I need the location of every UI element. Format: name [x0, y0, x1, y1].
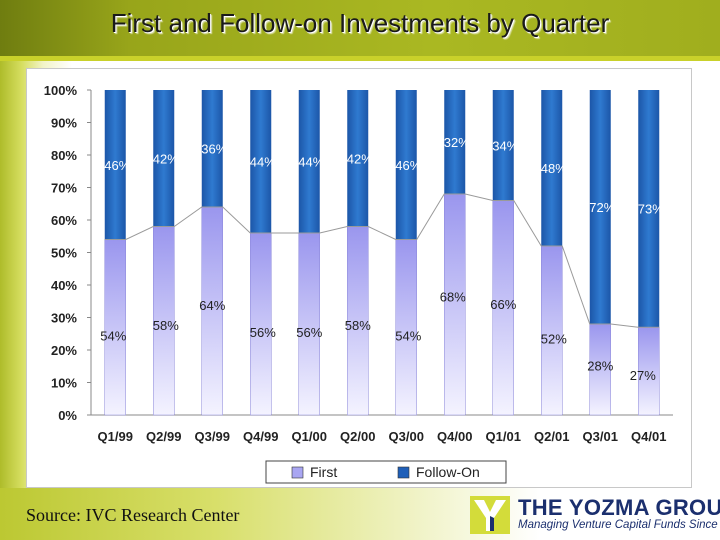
x-tick-label: Q3/99 [195, 429, 230, 444]
bar-follow-on [104, 90, 126, 240]
x-tick-label: Q3/00 [389, 429, 424, 444]
data-label-follow-on: 72% [589, 200, 615, 215]
legend-label-follow-on: Follow-On [416, 464, 480, 480]
x-tick-label: Q2/01 [534, 429, 569, 444]
data-label-first: 54% [395, 328, 421, 343]
data-label-first: 56% [296, 325, 322, 340]
y-tick-label: 40% [51, 278, 77, 293]
bar-follow-on [444, 90, 466, 194]
title-bar [0, 0, 720, 58]
bar-first [444, 193, 466, 416]
bar-first [395, 239, 417, 416]
bar-follow-on [541, 90, 563, 246]
y-tick-label: 70% [51, 181, 77, 196]
bar-first [541, 245, 563, 416]
x-tick-label: Q4/99 [243, 429, 278, 444]
x-tick-label: Q1/01 [486, 429, 521, 444]
bar-follow-on [492, 90, 514, 201]
data-label-follow-on: 73% [638, 202, 664, 217]
bar-follow-on [298, 90, 320, 233]
bar-follow-on [638, 90, 660, 328]
title-divider [0, 56, 720, 61]
y-tick-label: 50% [51, 246, 77, 261]
data-label-follow-on: 34% [492, 138, 518, 153]
x-tick-label: Q1/99 [98, 429, 133, 444]
y-tick-label: 0% [58, 408, 77, 423]
data-label-first: 52% [541, 332, 567, 347]
bar-first [298, 232, 320, 416]
data-label-follow-on: 46% [395, 158, 421, 173]
y-tick-label: 100% [44, 83, 78, 98]
legend-box [265, 460, 507, 484]
bar-follow-on [347, 90, 369, 227]
data-label-follow-on: 42% [153, 151, 179, 166]
data-label-first: 56% [250, 325, 276, 340]
bar-follow-on [395, 90, 417, 240]
chart-frame: 0% 10% 20% 30% 40% 50% 60% 70% 80% 90% 100% Q1/99 Q2… [26, 68, 692, 488]
data-label-follow-on: 42% [347, 151, 373, 166]
data-label-follow-on: 44% [250, 155, 276, 170]
data-label-follow-on: 32% [444, 135, 470, 150]
data-label-first: 28% [587, 359, 613, 374]
data-label-first: 58% [153, 318, 179, 333]
bar-follow-on [250, 90, 272, 233]
x-tick-label: Q4/00 [437, 429, 472, 444]
data-label-follow-on: 36% [201, 142, 227, 157]
source-note: Source: IVC Research Center [26, 505, 240, 525]
page-title: First and Follow-on Investments by Quart… [110, 8, 610, 38]
y-tick-label: 90% [51, 116, 77, 131]
x-tick-label: Q4/01 [631, 429, 666, 444]
data-label-first: 58% [345, 318, 371, 333]
bar-first [250, 232, 272, 416]
data-label-follow-on: 46% [104, 158, 130, 173]
data-label-follow-on: 44% [298, 155, 324, 170]
data-label-follow-on: 48% [541, 161, 567, 176]
footer-bar [0, 488, 720, 540]
bar-first [104, 239, 126, 416]
x-tick-label: Q2/00 [340, 429, 375, 444]
x-tick-label: Q3/01 [583, 429, 618, 444]
bar-follow-on [153, 90, 175, 227]
logo-tagline: Managing Venture Capital Funds Since 199… [518, 519, 720, 531]
data-label-first: 54% [100, 328, 126, 343]
x-tick-label: Q2/99 [146, 429, 181, 444]
legend-swatch-first [291, 466, 304, 479]
data-label-first: 66% [490, 297, 516, 312]
y-tick-label: 10% [51, 376, 77, 391]
data-label-first: 64% [199, 298, 225, 313]
y-tick-label: 60% [51, 213, 77, 228]
bar-follow-on [589, 90, 611, 324]
y-tick-label: 20% [51, 343, 77, 358]
series-line [104, 193, 660, 328]
data-label-first: 27% [630, 368, 656, 383]
stacked-bar-chart: 0% 10% 20% 30% 40% 50% 60% 70% 80% 90% 100% Q1/99 Q2… [44, 83, 673, 484]
legend-label-first: First [310, 464, 337, 480]
x-tick-label: Q1/00 [292, 429, 327, 444]
bar-follow-on [201, 90, 223, 207]
y-tick-label: 30% [51, 311, 77, 326]
logo-name: THE YOZMA GROUP [518, 495, 720, 520]
data-label-first: 68% [440, 290, 466, 305]
yozma-logo-icon [470, 496, 510, 534]
legend-swatch-follow-on [397, 466, 410, 479]
y-tick-label: 80% [51, 148, 77, 163]
